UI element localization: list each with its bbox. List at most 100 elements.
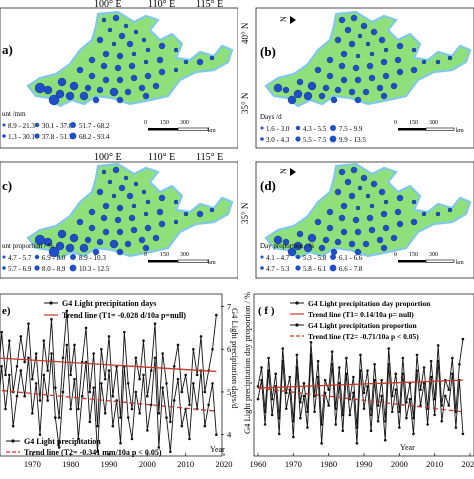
data-point [299,417,302,420]
station-dot [381,211,387,217]
data-point [416,354,419,357]
station-dot [89,225,95,231]
legend-title: Days /d [260,113,282,121]
data-point [462,338,465,341]
data-point [352,376,355,379]
data-point [20,335,23,338]
data-point [104,412,107,415]
station-dot [323,85,329,91]
data-point [444,395,447,398]
data-point [281,360,284,363]
data-point [366,369,369,372]
station-dot [331,249,337,255]
legend-item: 6.9 - 8.0 [42,254,66,262]
station-dot [397,195,403,201]
station-dot [66,92,74,100]
data-point [338,382,341,385]
x-tick-label: 1960 [250,459,267,469]
station-dot [412,48,416,52]
lat-tick: 35° N [240,92,250,114]
data-point [423,382,426,385]
data-point [345,357,348,360]
x-tick-label: 2020 [462,459,474,469]
data-point [416,369,419,372]
legend-trend-days: Trend line (T1= 0.14/10a p= null) [308,310,414,319]
data-point [204,391,207,394]
station-dot [124,24,128,28]
station-dot [335,87,341,93]
station-dot [319,93,325,99]
legend-item: 68.2 - 93.4 [79,133,110,141]
station-dot [341,229,347,235]
data-point [320,442,323,445]
data-point [135,391,138,394]
svg-text:km: km [208,260,216,266]
legend-item: 4.3 - 5.5 [303,125,327,133]
data-point [433,414,436,417]
data-point [39,399,42,402]
data-point [296,366,299,369]
data-point [260,366,263,369]
data-point [200,335,203,338]
station-dot [117,249,123,255]
data-point [138,378,141,381]
station-dot [66,244,74,252]
station-dot [210,56,214,60]
station-dot [132,204,136,208]
lon-tick: 100° E [94,152,122,163]
data-point [0,365,3,368]
station-dot [448,208,452,212]
station-dot [436,212,440,216]
legend-item: 5.5 - 7.5 [303,136,327,144]
station-dot [331,97,337,103]
data-point [412,433,415,436]
data-point [296,354,299,357]
legend-item: 8.9 - 10.3 [79,254,106,262]
data-point [398,426,401,429]
data-point [324,379,327,382]
legend-item: 51.7 - 68.2 [79,122,110,130]
data-point [405,417,408,420]
station-dot [139,237,145,243]
x-axis-label: Year [400,443,415,452]
station-dot [384,48,388,52]
station-dot [339,17,345,23]
legend-title: unt proportion / % [2,242,54,250]
data-point [27,322,30,325]
panel-label: ( f ) [258,305,275,317]
station-dot [367,215,373,221]
data-point [458,363,461,366]
data-point [384,439,387,442]
station-dot [384,200,388,204]
station-dot [371,181,377,187]
data-point [4,374,7,377]
x-tick-label: 2000 [139,459,156,469]
station-dot [127,41,133,47]
data-point [338,366,341,369]
data-point [8,339,11,342]
map-panel-d: 35° N (d) N Day proportion / % 4.1 - 4.7… [238,150,474,280]
data-point [85,327,88,330]
data-point [356,442,359,445]
station-dot [110,88,118,96]
data-point [31,378,34,381]
data-point [165,416,168,419]
data-point [89,421,92,424]
station-dot [101,215,107,221]
station-dot [125,241,131,247]
station-dot [356,206,360,210]
lon-tick: 110° E [148,0,175,10]
station-dot [197,211,203,217]
station-dot [145,225,151,231]
station-dot [327,57,333,63]
station-dot [49,95,59,105]
chart-f-svg: G4 Light precipitation day proportion / … [240,284,474,474]
x-tick-label: 1970 [24,459,41,469]
station-dot [70,234,78,242]
legend-item: 1.6 - 3.0 [266,125,290,133]
data-point [215,433,218,436]
station-dot [353,217,359,223]
station-dot [323,237,329,243]
station-dot [112,194,116,198]
data-point [331,350,334,353]
